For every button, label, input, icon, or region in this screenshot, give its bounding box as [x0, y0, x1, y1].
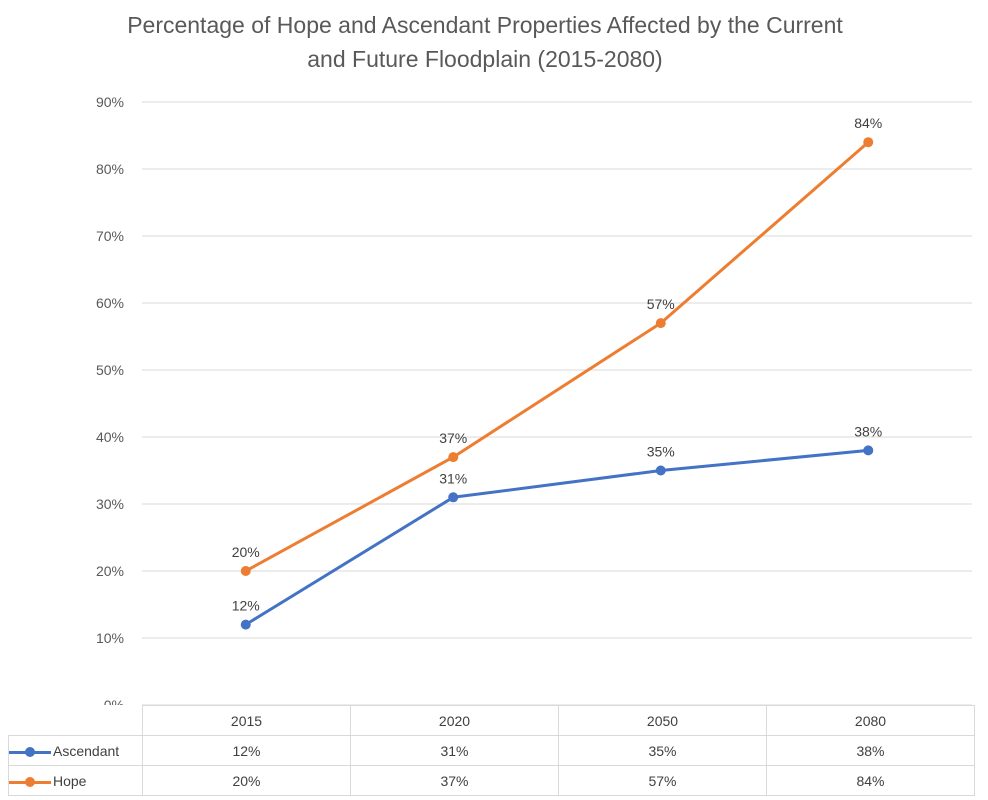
table-cell: 12% — [142, 735, 351, 766]
y-tick-label: 60% — [96, 295, 124, 311]
data-labels: 12% 31% 35% 38% 20% 37% 57% 84% — [232, 115, 883, 613]
data-label-ascendant: 12% — [232, 598, 260, 614]
legend-entry-hope: Hope — [8, 765, 143, 796]
y-tick-label: 70% — [96, 228, 124, 244]
series-line-ascendant — [244, 448, 869, 626]
legend-key-ascendant — [9, 746, 51, 757]
data-table-header-row: 2015 2020 2050 2080 — [8, 705, 975, 736]
table-cell: 37% — [350, 765, 559, 796]
legend-entry-ascendant: Ascendant — [8, 735, 143, 766]
table-cell: 57% — [558, 765, 767, 796]
x-tick-label: 2015 — [142, 705, 351, 736]
data-label-hope: 20% — [232, 544, 260, 560]
data-label-ascendant: 35% — [647, 444, 675, 460]
data-point-hope — [240, 566, 251, 576]
chart-plot: 0% 10% 20% 30% 40% 50% 60% 70% 80% 90% 12% 31% 35% 3… — [96, 94, 972, 705]
y-tick-label: 90% — [96, 94, 124, 110]
data-point-ascendant — [863, 445, 874, 456]
chart-title: Percentage of Hope and Ascendant Propert… — [40, 8, 930, 76]
data-point-hope — [863, 137, 874, 148]
x-tick-label: 2020 — [350, 705, 559, 736]
data-point-ascendant — [240, 619, 251, 630]
data-point-hope — [655, 318, 666, 329]
y-tick-label: 50% — [96, 362, 124, 378]
data-point-hope — [448, 452, 459, 463]
x-tick-label: 2050 — [558, 705, 767, 736]
data-point-ascendant — [655, 465, 666, 476]
data-table-row-hope: Hope 20% 37% 57% 84% — [8, 765, 975, 796]
data-table: 2015 2020 2050 2080 Ascendant 12% 31% 35… — [8, 705, 975, 796]
chart-title-line-1: Percentage of Hope and Ascendant Propert… — [127, 12, 843, 38]
series-line-hope — [245, 141, 870, 573]
y-tick-label: 40% — [96, 429, 124, 445]
legend-key-hope — [9, 776, 51, 787]
y-tick-label: 10% — [96, 630, 124, 646]
y-tick-label: 80% — [96, 161, 124, 177]
gridlines — [142, 101, 972, 705]
data-point-ascendant — [448, 492, 459, 503]
table-cell: 84% — [766, 765, 975, 796]
x-tick-label: 2080 — [766, 705, 975, 736]
data-label-hope: 57% — [647, 296, 675, 312]
data-label-hope: 84% — [854, 115, 882, 131]
data-label-ascendant: 38% — [854, 423, 882, 439]
y-tick-label: 0% — [104, 697, 124, 705]
series-lines — [240, 137, 874, 630]
data-table-corner — [8, 705, 143, 736]
data-label-hope: 37% — [439, 430, 467, 446]
table-cell: 38% — [766, 735, 975, 766]
table-cell: 20% — [142, 765, 351, 796]
chart-title-line-2: and Future Floodplain (2015-2080) — [307, 46, 663, 72]
legend-label-ascendant: Ascendant — [53, 742, 120, 759]
data-table-row-ascendant: Ascendant 12% 31% 35% 38% — [8, 735, 975, 766]
y-tick-label: 20% — [96, 563, 124, 579]
table-cell: 35% — [558, 735, 767, 766]
data-label-ascendant: 31% — [439, 470, 467, 486]
legend-label-hope: Hope — [53, 772, 87, 789]
y-axis-ticks: 0% 10% 20% 30% 40% 50% 60% 70% 80% 90% — [96, 94, 124, 705]
table-cell: 31% — [350, 735, 559, 766]
y-tick-label: 30% — [96, 496, 124, 512]
